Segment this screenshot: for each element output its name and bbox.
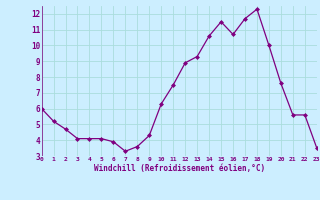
X-axis label: Windchill (Refroidissement éolien,°C): Windchill (Refroidissement éolien,°C) bbox=[94, 164, 265, 173]
